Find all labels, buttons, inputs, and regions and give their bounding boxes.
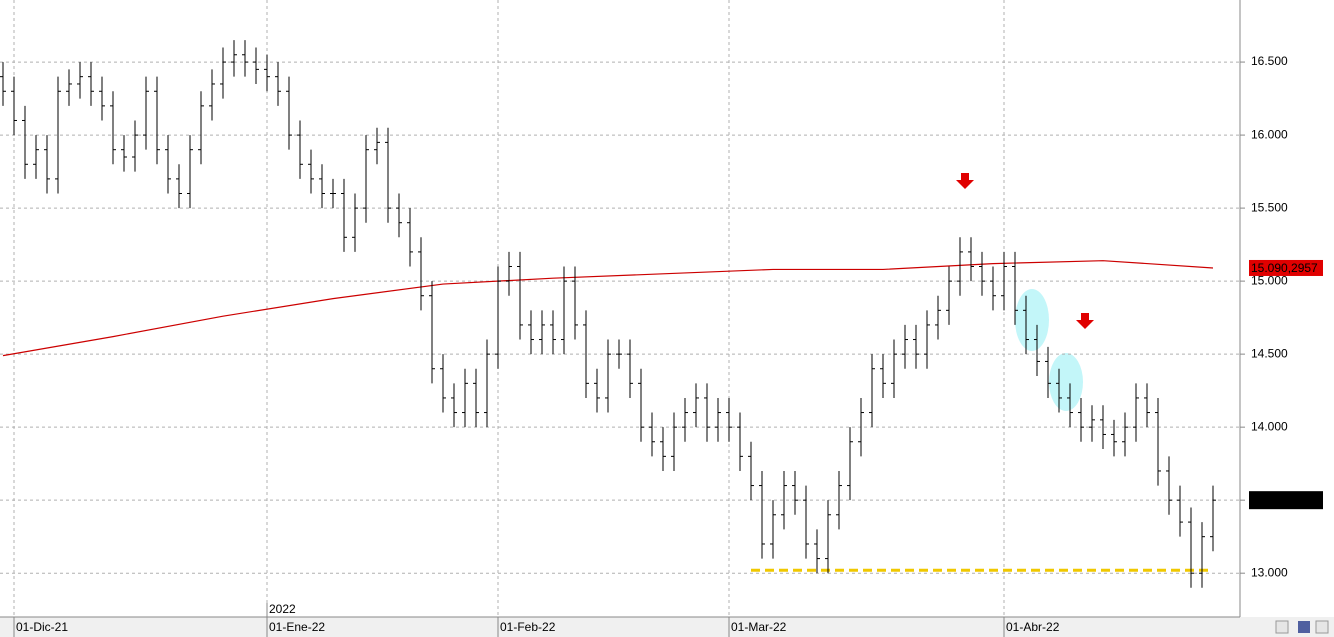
y-tick-label: 15.500 bbox=[1251, 200, 1288, 214]
y-tick-label: 14.500 bbox=[1251, 346, 1288, 360]
x-tick-label: 01-Feb-22 bbox=[500, 620, 556, 634]
y-tick-label: 13.000 bbox=[1251, 565, 1288, 579]
y-tick-label: 15.000 bbox=[1251, 273, 1288, 287]
save-icon[interactable] bbox=[1298, 621, 1310, 633]
y-tick-label: 16.500 bbox=[1251, 54, 1288, 68]
x-tick-label: 01-Abr-22 bbox=[1006, 620, 1060, 634]
icon[interactable] bbox=[1275, 620, 1289, 634]
plot-area bbox=[0, 0, 1240, 617]
y-tick-label: 16.000 bbox=[1251, 127, 1288, 141]
ma-value-box bbox=[1249, 259, 1323, 276]
y-tick-label: 14.000 bbox=[1251, 419, 1288, 433]
ma-value-label: 15.090,2957 bbox=[1251, 261, 1318, 275]
down-arrow bbox=[1076, 313, 1094, 329]
x-tick-label: 01-Ene-22 bbox=[269, 620, 325, 634]
x-axis-strip bbox=[0, 617, 1334, 637]
down-arrow bbox=[956, 173, 974, 189]
year-label: 2022 bbox=[269, 602, 296, 616]
x-tick-label: 01-Mar-22 bbox=[731, 620, 787, 634]
moving-average bbox=[2, 260, 1214, 357]
x-tick-label: 01-Dic-21 bbox=[16, 620, 68, 634]
last-price-box bbox=[1249, 491, 1323, 510]
highlight-ellipse bbox=[1015, 289, 1049, 351]
toolbar-icons[interactable] bbox=[1275, 620, 1329, 634]
highlight-ellipse bbox=[1049, 353, 1083, 411]
icon[interactable] bbox=[1315, 620, 1329, 634]
